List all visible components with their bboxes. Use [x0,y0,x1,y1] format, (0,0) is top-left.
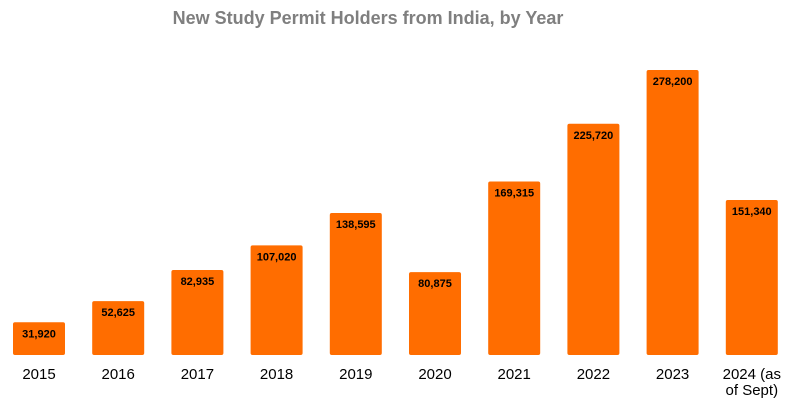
x-tick-1-line-0: 2016 [102,366,135,383]
bar-1 [92,301,145,355]
data-labels-group: 31,920 52,625 82,935 107,020 138,595 80,875 16… [22,76,772,340]
data-label-6: 169,315 [494,188,534,200]
x-tick-8-line-0: 2023 [656,366,689,383]
x-tick-6: 2021 [498,366,531,383]
bar-3 [250,245,303,355]
x-tick-0-line-0: 2015 [22,366,55,383]
x-tick-7: 2022 [577,366,610,383]
bar-7 [567,123,620,355]
bar-4 [329,213,382,355]
bar-0 [13,322,65,355]
bar-2 [171,270,224,355]
x-axis-ticks: 2015 2016 2017 2018 2019 2020 2021 2022 2023 2024… [22,366,781,399]
x-tick-1: 2016 [102,366,135,383]
data-label-8: 278,200 [653,76,693,88]
data-label-7: 225,720 [574,130,614,142]
bar-6 [488,181,541,355]
x-tick-5-line-0: 2020 [418,366,451,383]
data-label-3: 107,020 [257,251,297,263]
x-tick-0: 2015 [22,366,55,383]
bar-8 [646,70,699,355]
bar-9 [725,200,778,355]
x-tick-2-line-0: 2017 [181,366,214,383]
x-tick-9-line-1: of Sept) [726,382,779,399]
data-label-0: 31,920 [22,328,56,340]
x-tick-3-line-0: 2018 [260,366,293,383]
data-label-4: 138,595 [336,219,376,231]
x-tick-8: 2023 [656,366,689,383]
data-label-1: 52,625 [101,307,135,319]
x-tick-6-line-0: 2021 [498,366,531,383]
data-label-5: 80,875 [418,278,452,290]
x-tick-5: 2020 [418,366,451,383]
x-tick-3: 2018 [260,366,293,383]
chart-title: New Study Permit Holders from India, by … [173,8,564,28]
data-label-9: 151,340 [732,206,772,218]
x-tick-7-line-0: 2022 [577,366,610,383]
x-tick-9-line-0: 2024 (as [723,366,781,383]
x-tick-9: 2024 (as of Sept) [723,366,781,399]
x-tick-4-line-0: 2019 [339,366,372,383]
x-tick-2: 2017 [181,366,214,383]
bar-5 [409,272,461,355]
x-tick-4: 2019 [339,366,372,383]
data-label-2: 82,935 [181,276,215,288]
bars-group [13,70,778,355]
